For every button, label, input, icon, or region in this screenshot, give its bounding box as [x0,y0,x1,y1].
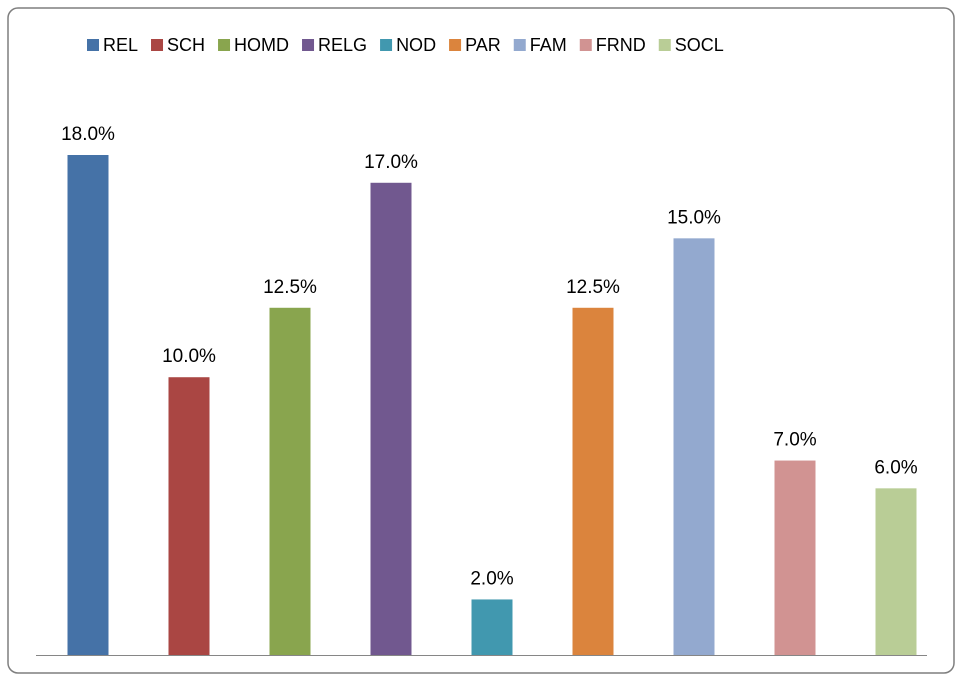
legend-swatch [658,39,671,51]
legend-swatch [218,39,231,51]
bar [269,307,311,655]
chart-border [7,7,955,674]
legend-swatch [513,39,526,51]
legend-label: HOMD [234,35,289,55]
legend-label: NOD [396,35,436,55]
legend-label: RELG [318,35,367,55]
data-label: 12.5% [263,277,317,298]
legend-label: SOCL [675,35,724,55]
legend-swatch [380,39,393,51]
bar [168,377,210,655]
bar [673,238,715,656]
data-label: 7.0% [773,430,816,451]
legend-swatch [151,39,164,51]
data-label: 17.0% [364,152,418,173]
legend-swatch [449,39,462,51]
bar [774,460,816,655]
data-label: 18.0% [61,124,115,145]
legend-label: REL [103,35,138,55]
data-label: 10.0% [162,346,216,367]
legend-swatch [302,39,315,51]
legend-label: FAM [530,35,567,55]
bar [572,307,614,655]
bar [67,155,109,655]
bar [471,599,513,655]
bar [875,488,917,655]
legend-swatch [579,39,592,51]
legend-label: FRND [596,35,646,55]
legend-swatch [87,39,99,51]
data-label: 6.0% [874,457,917,478]
data-label: 2.0% [470,568,513,589]
bar [370,182,412,655]
data-label: 15.0% [667,207,721,228]
data-label: 12.5% [566,277,620,298]
legend-label: SCH [167,35,205,55]
legend-label: PAR [465,35,501,55]
